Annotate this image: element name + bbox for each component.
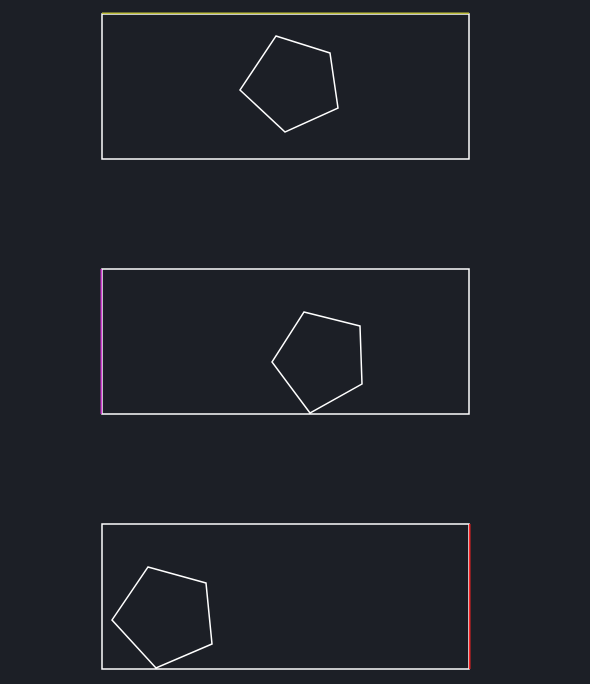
canvas-background — [0, 0, 590, 684]
diagram-stage — [0, 0, 590, 684]
